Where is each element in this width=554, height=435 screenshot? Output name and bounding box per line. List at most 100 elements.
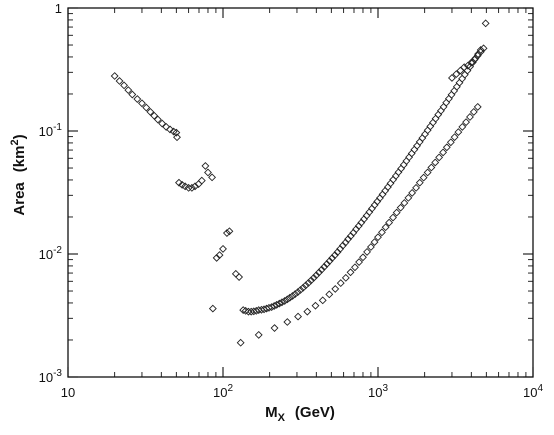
data-point [469,107,478,116]
data-point [421,130,429,139]
data-point [317,265,326,274]
data-point [241,306,250,315]
data-point [254,330,263,339]
x-tick-base: 10 [213,385,227,400]
data-point [479,44,488,53]
y-tick-label: 10-1 [39,122,63,139]
data-point [299,283,308,292]
data-point [377,228,386,237]
y-tick-base: 1 [55,1,62,16]
data-point [325,290,334,299]
data-point [363,247,371,256]
data-point [392,208,401,217]
data-point [142,103,151,112]
data-point [162,122,171,131]
y-axis-label-close: ) [11,134,28,139]
y-tick-label: 10-3 [39,368,63,385]
x-tick-label: 102 [213,383,233,400]
data-point [153,115,162,124]
data-point [191,182,199,191]
data-point [115,77,124,85]
data-point [423,168,432,177]
data-point [172,128,181,137]
data-point [311,301,320,310]
data-point [197,176,206,185]
data-point [460,63,469,72]
data-point [407,149,416,158]
y-tick-exponent: -1 [53,122,62,133]
plot-border [67,7,534,378]
data-point [447,90,456,99]
data-point [473,102,482,111]
data-point [389,175,398,184]
data-point [413,141,421,150]
data-point [320,262,329,271]
data-point [158,119,167,128]
data-point [150,111,159,120]
data-point [267,303,276,312]
data-point [285,293,294,302]
data-point [336,279,345,288]
data-point [283,318,292,326]
x-tick-base: 10 [523,385,537,400]
data-point [355,258,364,266]
data-point [385,218,394,227]
data-point [312,271,321,280]
data-point [352,225,361,234]
data-point [458,74,467,83]
data-point [239,306,248,315]
y-tick-label: 10-2 [39,245,63,262]
data-point [336,244,345,253]
data-point [426,122,435,131]
data-point [204,168,212,177]
data-point [466,113,474,121]
data-point [446,138,455,147]
x-tick-label: 103 [368,383,388,400]
data-point [128,90,137,99]
data-point [303,307,312,316]
data-point [208,173,216,182]
data-point [270,302,279,310]
data-point [391,172,400,180]
data-point [175,178,183,187]
data-point [415,137,424,146]
y-axis-ticks: 10-3 10-2 10-1 1 [39,1,533,385]
data-point [328,254,337,263]
data-point [215,251,224,260]
data-point [405,153,414,162]
data-point [187,183,196,192]
data-point [442,98,451,107]
x-axis-label: MX (GeV) [265,404,335,424]
y-axis-label-main: Area [11,182,28,216]
data-points [110,19,490,347]
data-point [435,153,444,162]
data-point [288,292,297,300]
data-point [283,295,292,304]
data-point [124,86,133,95]
data-point [423,126,432,135]
data-point [386,179,395,188]
data-point [454,128,463,137]
data-point [138,99,146,108]
data-point [275,299,284,308]
data-point [442,143,451,152]
data-point [415,178,424,187]
data-point [331,284,340,293]
data-point [231,269,240,278]
data-point [184,183,193,192]
data-point [307,276,316,285]
data-point [434,110,443,119]
data-point [346,268,355,277]
data-point [381,223,390,232]
data-point [366,243,375,251]
x-axis-label-unit: (GeV) [295,404,335,421]
data-point [280,297,289,305]
data-point [304,278,313,287]
data-point [455,78,464,87]
data-point [481,19,490,28]
x-tick-exponent: 2 [227,383,233,394]
x-tick-label: 104 [523,383,543,400]
data-point [133,95,142,103]
data-point [396,203,405,212]
